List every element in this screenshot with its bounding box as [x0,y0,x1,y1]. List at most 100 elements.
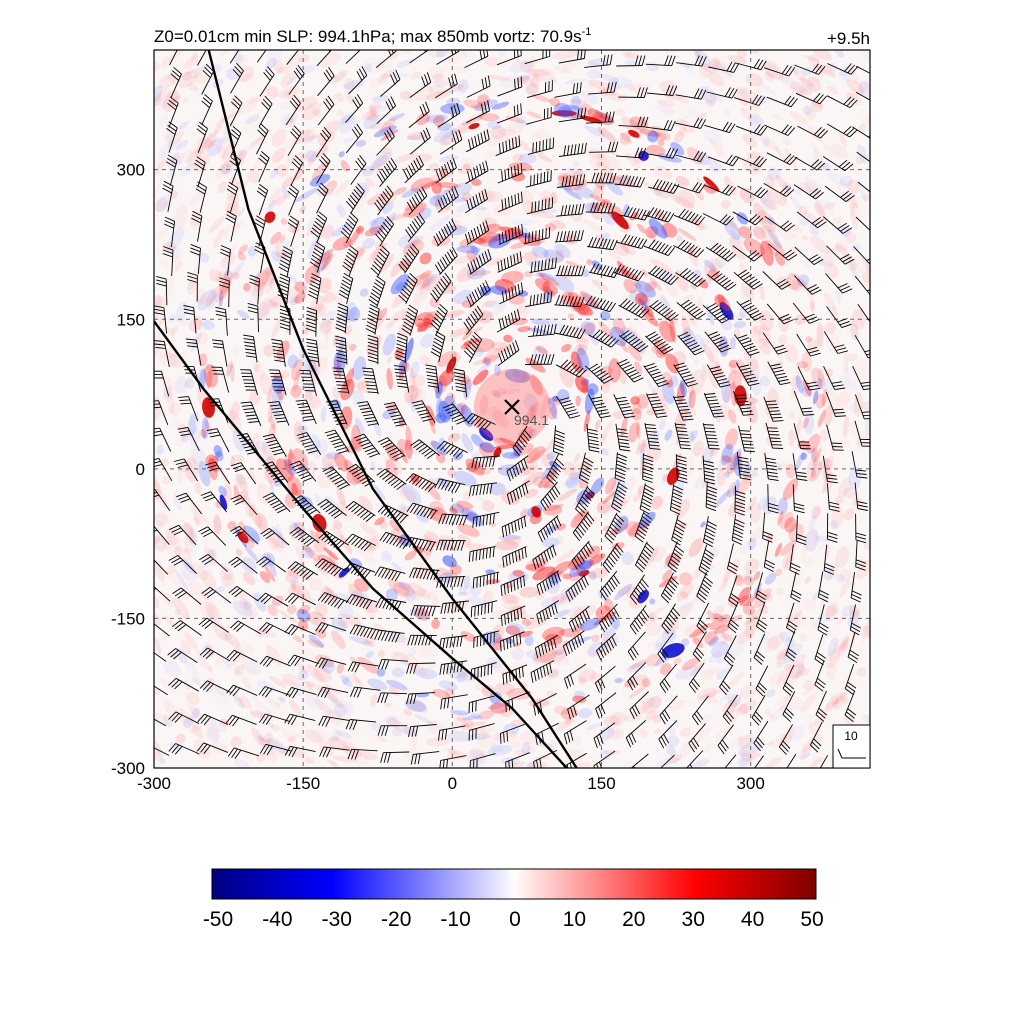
wind-barb-flag [254,222,264,229]
wind-barb-flag [563,733,568,745]
wind-barb-flag [443,226,450,236]
wind-barb-flag [406,279,415,287]
wind-barb-staff [271,492,291,513]
wind-barb-staff [554,239,582,243]
vorticity-patch [811,367,826,390]
vorticity-patch [826,601,839,622]
wind-barb-staff [197,248,201,275]
wind-barb-flag [402,324,412,332]
wind-barb-flag [174,589,185,597]
wind-barb-flag [259,154,269,162]
vorticity-patch [214,685,225,697]
vorticity-patch [427,66,446,78]
vorticity-patch [320,253,334,271]
wind-barb-staff [616,362,635,383]
wind-barb-flag [215,313,227,318]
wind-barb-flag [411,726,415,737]
vorticity-patch [575,395,581,407]
wind-barb-flag [581,496,590,505]
wind-barb-staff [625,720,647,738]
wind-barb-flag [534,647,539,659]
vorticity-patch [820,593,830,607]
wind-barb-staff [563,630,585,647]
vorticity-patch [526,745,536,755]
wind-barb-flag [546,549,551,560]
vorticity-patch [156,444,164,455]
vorticity-patch [789,81,813,96]
wind-barb-flag [402,258,410,267]
vorticity-patch [525,82,540,95]
wind-barb-staff [322,558,346,572]
vorticity-patch [539,395,550,419]
wind-barb-flag [419,539,425,550]
wind-barb-flag [638,614,646,624]
wind-barb-staff [554,92,581,98]
wind-barb-flag [475,194,480,205]
vorticity-patch [779,631,791,642]
vorticity-patch [577,344,586,356]
wind-barb-flag [349,212,359,221]
vorticity-patch [556,488,578,502]
wind-barb-flag [325,717,331,727]
wind-barb-flag [572,366,581,375]
wind-barb-flag [168,677,177,686]
vorticity-patch [528,428,537,439]
vorticity-patch [636,394,649,409]
wind-barb-flag [587,435,599,439]
wind-barb-flag [542,498,549,509]
wind-barb-staff [410,137,431,155]
vorticity-patch [309,173,331,187]
wind-barb-flag [255,218,265,225]
wind-barb-flag [524,233,527,244]
vorticity-patch [448,433,461,443]
wind-barb-flag [449,411,460,417]
wind-barb-flag [421,186,428,197]
vorticity-patch [456,264,478,282]
wind-barb-flag [449,159,455,170]
wind-barb-flag [375,233,383,243]
wind-barb-flag [508,523,511,535]
wind-barb-flag [409,567,414,578]
vorticity-patch [211,619,228,642]
vorticity-patch [800,452,808,461]
wind-barb-flag [360,510,369,519]
wind-barb-flag [305,446,317,451]
vorticity-patch [586,259,593,266]
wind-barb-flag [551,575,556,586]
wind-barb-flag [166,161,176,168]
vorticity-patch [611,211,629,230]
wind-barb-flag [634,147,640,158]
wind-barb-flag [351,129,359,139]
wind-barb-staff [384,468,407,485]
wind-barb-flag [364,377,375,380]
wind-barb-flag [444,729,448,740]
vorticity-patch [791,197,803,210]
wind-barb-flag [317,686,324,697]
vorticity-patch [764,756,782,768]
wind-barb-flag [554,440,565,446]
wind-barb-flag [518,486,523,498]
wind-barb-flag [454,372,465,375]
vorticity-patch [801,385,813,397]
vorticity-patch [407,384,422,400]
wind-barb-flag [267,497,278,504]
vorticity-patch [800,87,808,95]
wind-barb-flag [589,449,600,453]
wind-barb-staff [498,201,523,213]
wind-barb-flag [612,520,621,529]
wind-barb-flag [520,607,523,619]
wind-barb-flag [356,123,363,133]
wind-barb-flag [365,328,376,334]
wind-barb-flag [280,256,291,263]
wind-barb-flag [311,227,321,235]
wind-barb-flag [279,315,291,320]
wind-barb-flag [369,303,380,310]
vorticity-patch [442,555,457,568]
vorticity-patch [404,439,413,459]
vorticity-patch [736,359,750,383]
wind-barb-flag [327,596,335,605]
wind-barb-flag [199,554,209,561]
wind-barb-flag [243,334,254,338]
vorticity-patch [600,420,614,441]
wind-barb-flag [207,464,218,469]
